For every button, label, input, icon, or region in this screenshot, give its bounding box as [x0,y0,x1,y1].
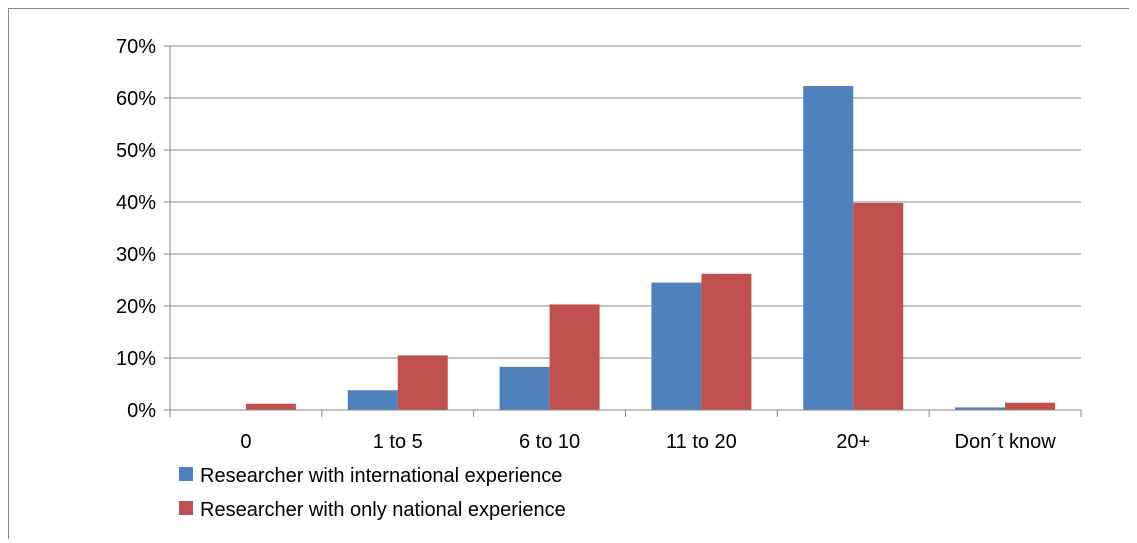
x-tick-label: 1 to 5 [373,431,423,453]
legend: Researcher with international experience… [179,465,566,521]
axes [164,45,1082,417]
y-tick-labels: 0% 10% 20% 30% 40% 50% 60% 70% [116,36,156,422]
legend-label: Researcher with only national experience [200,499,566,521]
legend-label: Researcher with international experience [200,465,562,487]
x-tick-label: Don´t know [955,431,1057,453]
gridlines [170,45,1081,359]
legend-swatch [179,501,193,515]
x-tick-labels: 0 1 to 5 6 to 10 11 to 20 20+ Don´t know [240,431,1056,453]
y-tick-label: 40% [116,192,156,214]
bar-international [499,366,550,410]
y-tick-label: 60% [116,88,156,110]
bar-national [549,304,600,410]
y-tick-label: 30% [116,244,156,266]
bar-national [397,355,448,410]
bar-national [245,403,296,410]
bar-national [1005,402,1056,410]
bar-international [955,407,1006,410]
bar-international [651,282,702,410]
bars [245,86,1056,410]
x-tick-label: 0 [240,431,251,453]
x-tick-label: 20+ [836,431,870,453]
x-tick-label: 11 to 20 [666,431,737,453]
x-tick-label: 6 to 10 [519,431,580,453]
legend-swatch [179,467,193,481]
chart-frame [8,8,1129,539]
y-tick-label: 10% [116,348,156,370]
y-tick-label: 50% [116,140,156,162]
bar-international [347,390,398,410]
bar-national [701,273,752,410]
y-tick-label: 0% [127,400,156,422]
y-tick-label: 20% [116,296,156,318]
y-tick-label: 70% [116,36,156,58]
bar-international [803,86,854,410]
bar-national [853,203,904,410]
